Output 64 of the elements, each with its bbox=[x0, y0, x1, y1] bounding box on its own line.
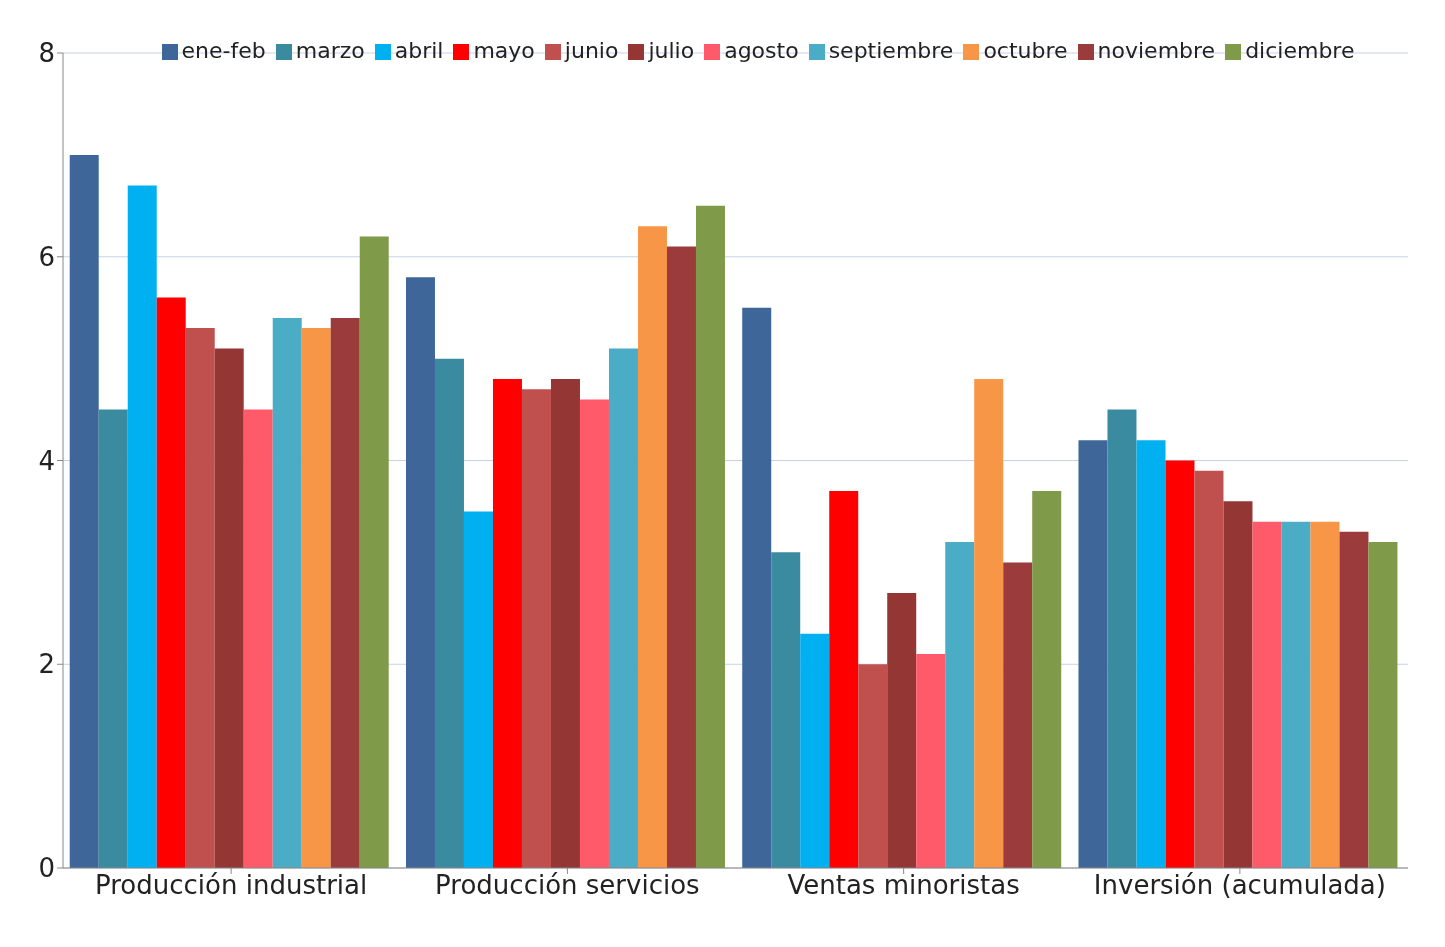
bar bbox=[974, 379, 1004, 868]
legend-label: diciembre bbox=[1245, 38, 1355, 63]
bar bbox=[579, 399, 609, 868]
bar bbox=[359, 236, 389, 868]
bar bbox=[608, 348, 638, 868]
bar bbox=[301, 328, 331, 868]
bar bbox=[214, 348, 244, 868]
legend-label: marzo bbox=[295, 38, 365, 63]
bar bbox=[463, 511, 493, 868]
bar bbox=[98, 409, 128, 868]
y-tick-label: 2 bbox=[38, 649, 55, 680]
bar bbox=[829, 491, 859, 868]
bar bbox=[666, 246, 696, 868]
y-tick-label: 6 bbox=[38, 241, 55, 272]
bar bbox=[887, 592, 917, 868]
y-tick-label: 4 bbox=[38, 445, 55, 476]
bar bbox=[69, 154, 99, 868]
legend-label: noviembre bbox=[1097, 38, 1216, 63]
legend-label: octubre bbox=[983, 38, 1068, 63]
y-tick-label: 8 bbox=[38, 38, 55, 69]
bar bbox=[637, 226, 667, 868]
bar bbox=[1310, 521, 1340, 868]
legend-label: agosto bbox=[724, 38, 799, 63]
bar bbox=[1281, 521, 1311, 868]
bar bbox=[1194, 470, 1224, 868]
x-tick-label: Inversión (acumulada) bbox=[1093, 870, 1386, 901]
bar bbox=[1136, 440, 1166, 868]
bar bbox=[492, 379, 522, 868]
x-tick-label: Ventas minoristas bbox=[787, 870, 1020, 901]
x-tick-label: Producción industrial bbox=[95, 870, 368, 901]
bar bbox=[185, 328, 215, 868]
bar bbox=[1368, 542, 1398, 868]
legend-label: mayo bbox=[473, 38, 535, 63]
bar bbox=[1003, 562, 1033, 868]
bar bbox=[1107, 409, 1137, 868]
bar bbox=[1032, 491, 1062, 868]
bar bbox=[521, 389, 551, 868]
bar bbox=[127, 185, 157, 868]
bar bbox=[272, 317, 302, 868]
bar bbox=[1078, 440, 1108, 868]
bar bbox=[916, 654, 946, 868]
bar bbox=[1165, 460, 1195, 868]
legend-label: abril bbox=[394, 38, 444, 63]
bar bbox=[1252, 521, 1282, 868]
bar bbox=[156, 297, 186, 868]
bar bbox=[800, 633, 830, 868]
bar bbox=[1339, 531, 1369, 868]
bar bbox=[330, 317, 360, 868]
bar bbox=[434, 358, 464, 868]
bar bbox=[243, 409, 273, 868]
bar bbox=[1223, 501, 1253, 868]
bar bbox=[945, 542, 975, 868]
x-tick-label: Producción servicios bbox=[435, 870, 700, 901]
bar bbox=[858, 664, 888, 868]
bar bbox=[742, 307, 772, 868]
legend-label: ene-feb bbox=[181, 38, 266, 63]
y-tick-label: 0 bbox=[38, 853, 55, 884]
legend-label: julio bbox=[648, 38, 695, 63]
bar bbox=[771, 552, 801, 868]
bar bbox=[550, 379, 580, 868]
legend-label: junio bbox=[564, 38, 619, 63]
bar bbox=[695, 205, 725, 868]
legend-label: septiembre bbox=[828, 38, 954, 63]
bar bbox=[405, 277, 435, 868]
